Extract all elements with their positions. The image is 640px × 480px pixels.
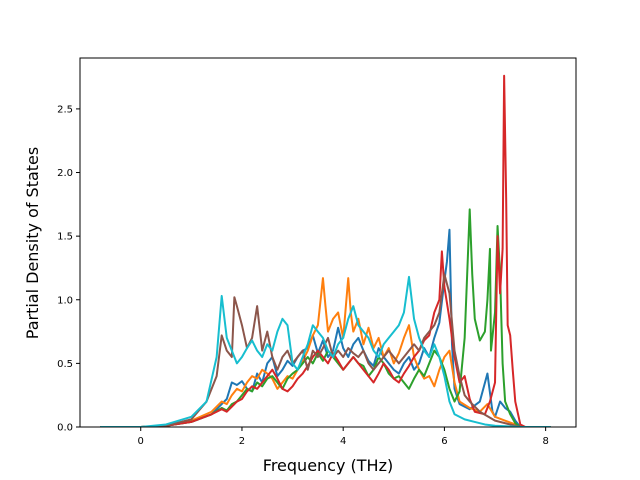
series-line-4 <box>100 74 551 427</box>
x-axis-label: Frequency (THz) <box>263 456 393 475</box>
y-tick-label: 0.5 <box>57 359 73 370</box>
series-line-6 <box>100 275 551 427</box>
y-axis-label: Partial Density of States <box>23 147 42 339</box>
y-tick-label: 0.0 <box>57 423 73 434</box>
series-line-5 <box>100 273 551 427</box>
series-layer <box>100 74 551 427</box>
plot-background <box>80 58 576 427</box>
series-line-2 <box>100 277 551 427</box>
x-tick-label: 4 <box>340 436 346 447</box>
axes-layer: 0 2 4 6 8 0.0 0.5 1.0 1.5 2.0 2.5 <box>57 57 577 447</box>
y-tick-label: 1.5 <box>57 232 73 243</box>
y-tick-label: 1.0 <box>57 295 73 306</box>
x-tick-label: 6 <box>441 436 447 447</box>
series-line-3 <box>100 208 551 427</box>
y-tick-label: 2.5 <box>57 104 73 115</box>
x-tick-label: 0 <box>138 436 144 447</box>
x-tick-label: 8 <box>542 436 548 447</box>
y-tick-label: 2.0 <box>57 168 73 179</box>
plot-area <box>80 58 576 427</box>
axes-frame <box>79 57 577 428</box>
x-tick-label: 2 <box>239 436 245 447</box>
